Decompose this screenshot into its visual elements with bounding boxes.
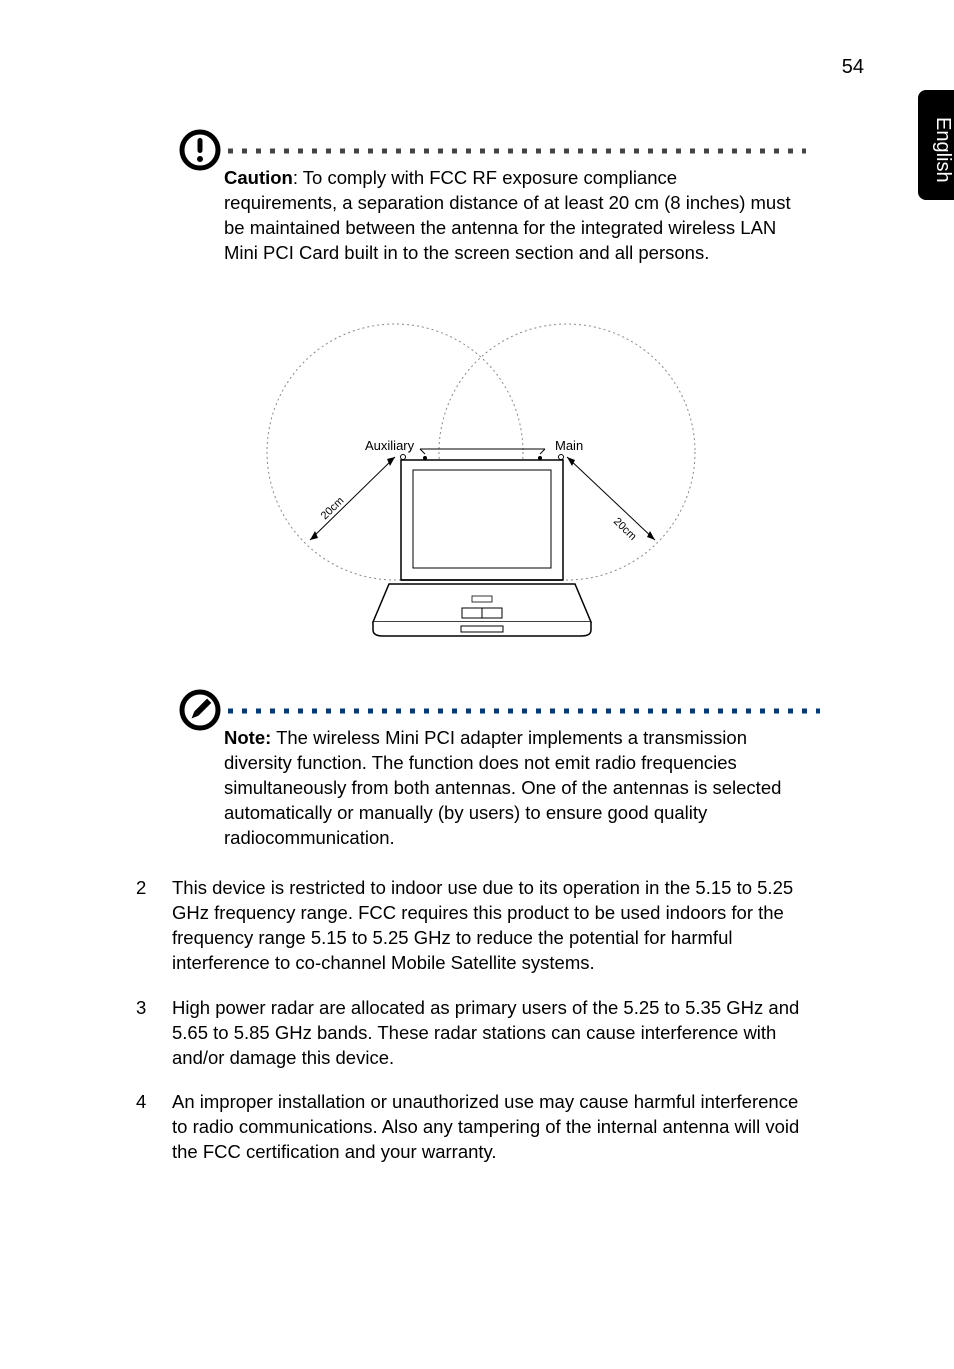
list-item-2: 2This device is restricted to indoor use… (136, 876, 816, 976)
caution-exclamation-icon (178, 128, 222, 177)
caution-dashed-rule (228, 148, 806, 154)
list-text: This device is restricted to indoor use … (172, 876, 812, 976)
main-label: Main (555, 438, 583, 453)
antenna-range-diagram: Auxiliary Main 20cm 20cm (265, 302, 705, 677)
list-text: An improper installation or unauthorized… (172, 1090, 812, 1165)
caution-text: Caution: To comply with FCC RF exposure … (224, 166, 794, 266)
caution-body: : To comply with FCC RF exposure complia… (224, 167, 791, 263)
note-label: Note: (224, 727, 271, 748)
list-item-4: 4An improper installation or unauthorize… (136, 1090, 816, 1165)
distance-label-right: 20cm (611, 516, 639, 543)
side-tab-english: English (918, 90, 954, 200)
note-dashed-rule (228, 708, 820, 714)
list-text: High power radar are allocated as primar… (172, 996, 812, 1071)
list-number: 4 (136, 1090, 172, 1115)
note-body: The wireless Mini PCI adapter implements… (224, 727, 781, 848)
caution-label: Caution (224, 167, 293, 188)
page-number: 54 (842, 56, 864, 79)
list-number: 2 (136, 876, 172, 901)
list-number: 3 (136, 996, 172, 1021)
note-pencil-icon (178, 688, 222, 737)
list-item-3: 3High power radar are allocated as prima… (136, 996, 816, 1071)
note-text: Note: The wireless Mini PCI adapter impl… (224, 726, 794, 851)
auxiliary-label: Auxiliary (365, 438, 415, 453)
